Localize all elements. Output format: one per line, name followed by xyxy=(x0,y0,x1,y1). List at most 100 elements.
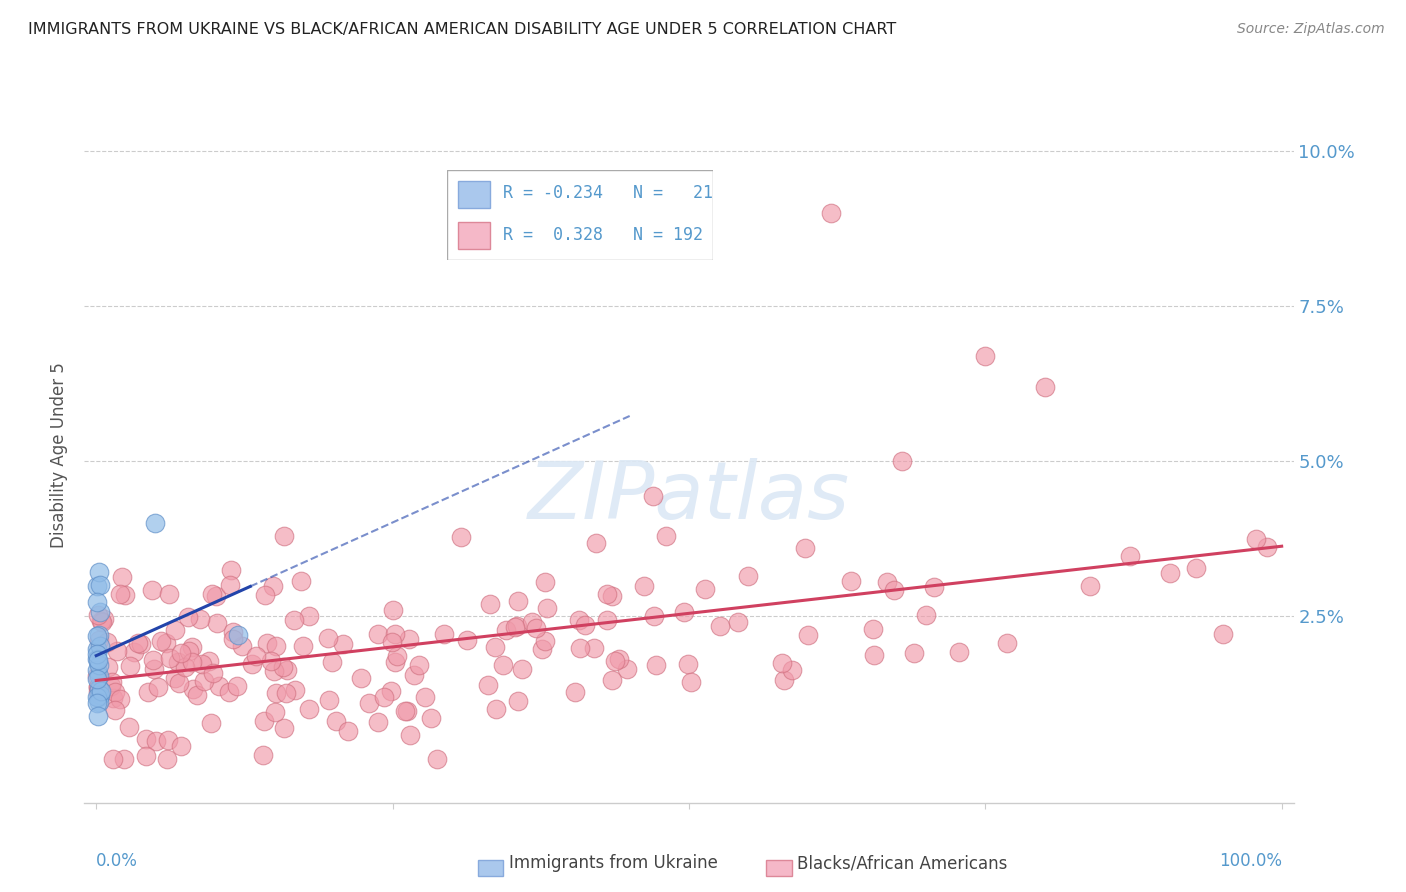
Point xyxy=(318,693,340,707)
Point xyxy=(922,580,945,594)
Point xyxy=(226,679,249,693)
Point xyxy=(283,614,305,628)
Point xyxy=(205,589,228,603)
Point xyxy=(252,748,274,763)
Point xyxy=(218,685,240,699)
Y-axis label: Disability Age Under 5: Disability Age Under 5 xyxy=(51,362,69,548)
Point xyxy=(290,574,312,588)
Point xyxy=(177,610,200,624)
Point xyxy=(86,690,108,705)
Point xyxy=(86,579,108,593)
Point xyxy=(253,714,276,728)
Point xyxy=(1185,561,1208,575)
Point xyxy=(321,655,343,669)
Point xyxy=(86,629,108,643)
Point xyxy=(89,639,111,653)
Bar xyxy=(458,222,489,249)
Point xyxy=(200,716,222,731)
Point xyxy=(367,626,389,640)
Point xyxy=(101,752,124,766)
Point xyxy=(709,619,731,633)
Point xyxy=(86,651,108,665)
Point xyxy=(536,601,558,615)
Point xyxy=(633,579,655,593)
Point xyxy=(387,648,409,663)
Point xyxy=(367,715,389,730)
Point xyxy=(673,605,696,619)
Point xyxy=(404,667,426,681)
Point xyxy=(284,682,307,697)
Point xyxy=(384,655,406,669)
Point xyxy=(503,620,526,634)
Point xyxy=(159,650,181,665)
Point xyxy=(485,701,508,715)
Point xyxy=(87,565,110,579)
Point xyxy=(298,609,321,624)
Point xyxy=(163,671,186,685)
Point xyxy=(166,655,188,669)
Point xyxy=(600,590,623,604)
Point xyxy=(585,536,607,550)
Point xyxy=(381,635,404,649)
Point xyxy=(492,658,515,673)
Point xyxy=(87,680,110,694)
Point xyxy=(782,663,804,677)
Point xyxy=(136,684,159,698)
Point xyxy=(1119,549,1142,563)
Point xyxy=(141,582,163,597)
Point xyxy=(256,636,278,650)
Point xyxy=(495,624,517,638)
Point xyxy=(398,728,420,742)
Point xyxy=(181,681,204,696)
Point xyxy=(174,660,197,674)
Point xyxy=(90,614,112,628)
Point xyxy=(273,529,295,543)
Point xyxy=(534,634,557,648)
Point xyxy=(131,636,153,650)
Point xyxy=(118,720,141,734)
Point xyxy=(420,711,443,725)
Point xyxy=(396,704,419,718)
Bar xyxy=(458,180,489,208)
Point xyxy=(96,635,118,649)
Point xyxy=(596,587,619,601)
Point xyxy=(797,628,820,642)
Point xyxy=(398,632,420,646)
Point xyxy=(205,615,228,630)
Point xyxy=(114,588,136,602)
Text: 100.0%: 100.0% xyxy=(1219,853,1282,871)
Point xyxy=(336,723,359,738)
Point xyxy=(127,636,149,650)
Point xyxy=(820,205,842,219)
Point xyxy=(862,648,884,663)
Point xyxy=(86,669,108,683)
Point xyxy=(193,673,215,688)
Point xyxy=(186,688,208,702)
Point xyxy=(105,644,128,658)
Point xyxy=(157,732,180,747)
Point xyxy=(903,646,925,660)
Point xyxy=(86,595,108,609)
Point xyxy=(1212,627,1234,641)
Point xyxy=(426,752,449,766)
Point xyxy=(1080,579,1102,593)
Point xyxy=(177,644,200,658)
Point xyxy=(1246,533,1268,547)
Point xyxy=(264,639,287,653)
Point xyxy=(574,618,596,632)
Point xyxy=(124,645,146,659)
Point xyxy=(87,690,110,704)
FancyBboxPatch shape xyxy=(447,169,713,260)
Point xyxy=(568,640,591,655)
Point xyxy=(219,563,242,577)
Point xyxy=(564,685,586,699)
Point xyxy=(678,657,700,672)
Point xyxy=(86,680,108,694)
Point xyxy=(112,752,135,766)
Point xyxy=(101,675,124,690)
Point xyxy=(531,641,554,656)
Point xyxy=(89,632,111,647)
Point xyxy=(727,615,749,629)
Point xyxy=(770,656,793,670)
Text: IMMIGRANTS FROM UKRAINE VS BLACK/AFRICAN AMERICAN DISABILITY AGE UNDER 5 CORRELA: IMMIGRANTS FROM UKRAINE VS BLACK/AFRICAN… xyxy=(28,22,897,37)
